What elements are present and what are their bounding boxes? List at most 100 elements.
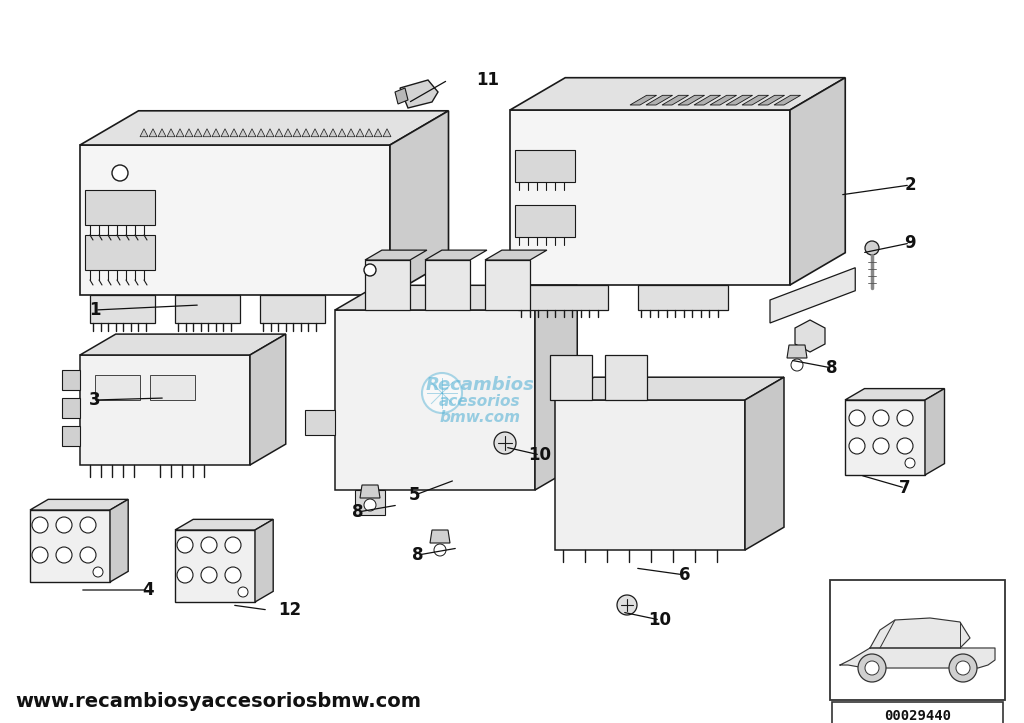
Polygon shape xyxy=(335,286,578,310)
Polygon shape xyxy=(176,129,184,137)
Text: 10: 10 xyxy=(648,611,672,629)
Text: 8: 8 xyxy=(352,503,364,521)
Polygon shape xyxy=(319,129,328,137)
Polygon shape xyxy=(925,388,944,475)
Circle shape xyxy=(873,410,889,426)
Polygon shape xyxy=(80,111,449,145)
Circle shape xyxy=(905,458,915,468)
Polygon shape xyxy=(787,345,807,358)
Polygon shape xyxy=(638,285,728,310)
Polygon shape xyxy=(360,485,380,498)
Polygon shape xyxy=(257,129,265,137)
Polygon shape xyxy=(260,295,325,323)
Bar xyxy=(830,580,1005,700)
Polygon shape xyxy=(383,129,391,137)
Circle shape xyxy=(201,567,217,583)
Polygon shape xyxy=(510,77,845,110)
Text: 7: 7 xyxy=(899,479,910,497)
Polygon shape xyxy=(662,95,688,105)
Circle shape xyxy=(56,547,72,563)
Circle shape xyxy=(873,438,889,454)
Circle shape xyxy=(494,432,516,454)
Polygon shape xyxy=(845,388,944,400)
Polygon shape xyxy=(646,95,673,105)
Polygon shape xyxy=(774,95,801,105)
Polygon shape xyxy=(250,334,286,465)
Circle shape xyxy=(238,587,248,597)
Polygon shape xyxy=(758,95,784,105)
Polygon shape xyxy=(518,285,608,310)
Polygon shape xyxy=(248,129,256,137)
Circle shape xyxy=(80,517,96,533)
Polygon shape xyxy=(694,95,721,105)
Polygon shape xyxy=(140,129,148,137)
Polygon shape xyxy=(400,80,438,108)
Polygon shape xyxy=(90,295,155,323)
Circle shape xyxy=(364,499,376,511)
Text: 6: 6 xyxy=(679,566,691,584)
Polygon shape xyxy=(212,129,220,137)
Circle shape xyxy=(364,264,376,276)
Circle shape xyxy=(617,595,637,615)
Text: 12: 12 xyxy=(279,601,301,619)
Circle shape xyxy=(32,547,48,563)
Polygon shape xyxy=(275,129,283,137)
Text: 9: 9 xyxy=(904,234,915,252)
Polygon shape xyxy=(266,129,274,137)
Bar xyxy=(831,702,1002,723)
Polygon shape xyxy=(845,400,925,475)
Polygon shape xyxy=(374,129,382,137)
Circle shape xyxy=(32,517,48,533)
Polygon shape xyxy=(485,260,530,310)
Circle shape xyxy=(849,410,865,426)
Polygon shape xyxy=(221,129,229,137)
Text: 1: 1 xyxy=(89,301,100,319)
Circle shape xyxy=(56,517,72,533)
Polygon shape xyxy=(62,398,80,418)
Text: bmw.com: bmw.com xyxy=(439,409,520,424)
Circle shape xyxy=(858,654,886,682)
Polygon shape xyxy=(335,310,535,490)
Polygon shape xyxy=(293,129,301,137)
Text: 8: 8 xyxy=(413,546,424,564)
Polygon shape xyxy=(745,377,784,550)
Polygon shape xyxy=(80,355,250,465)
Polygon shape xyxy=(150,375,195,400)
Circle shape xyxy=(177,537,193,553)
Polygon shape xyxy=(230,129,238,137)
Text: 2: 2 xyxy=(904,176,915,194)
Polygon shape xyxy=(430,530,450,543)
Polygon shape xyxy=(770,268,855,323)
Polygon shape xyxy=(85,190,155,225)
Circle shape xyxy=(849,438,865,454)
Polygon shape xyxy=(255,519,273,602)
Polygon shape xyxy=(347,129,355,137)
Text: Recambios: Recambios xyxy=(426,376,535,394)
Circle shape xyxy=(865,241,879,255)
Circle shape xyxy=(434,544,446,556)
Polygon shape xyxy=(365,260,410,310)
Polygon shape xyxy=(302,129,310,137)
Circle shape xyxy=(80,547,96,563)
Polygon shape xyxy=(425,250,486,260)
Circle shape xyxy=(93,567,103,577)
Circle shape xyxy=(201,537,217,553)
Text: 8: 8 xyxy=(826,359,838,377)
Polygon shape xyxy=(203,129,211,137)
Polygon shape xyxy=(175,295,240,323)
Polygon shape xyxy=(110,500,128,582)
Polygon shape xyxy=(194,129,202,137)
Polygon shape xyxy=(395,88,408,104)
Circle shape xyxy=(112,165,128,181)
Text: www.recambiosyaccesoriosbmw.com: www.recambiosyaccesoriosbmw.com xyxy=(15,692,421,711)
Polygon shape xyxy=(167,129,175,137)
Polygon shape xyxy=(365,250,427,260)
Polygon shape xyxy=(62,426,80,446)
Polygon shape xyxy=(95,375,140,400)
Polygon shape xyxy=(630,95,656,105)
Text: 4: 4 xyxy=(142,581,154,599)
Polygon shape xyxy=(175,530,255,602)
Text: 5: 5 xyxy=(410,486,421,504)
Polygon shape xyxy=(30,510,110,582)
Polygon shape xyxy=(175,519,273,530)
